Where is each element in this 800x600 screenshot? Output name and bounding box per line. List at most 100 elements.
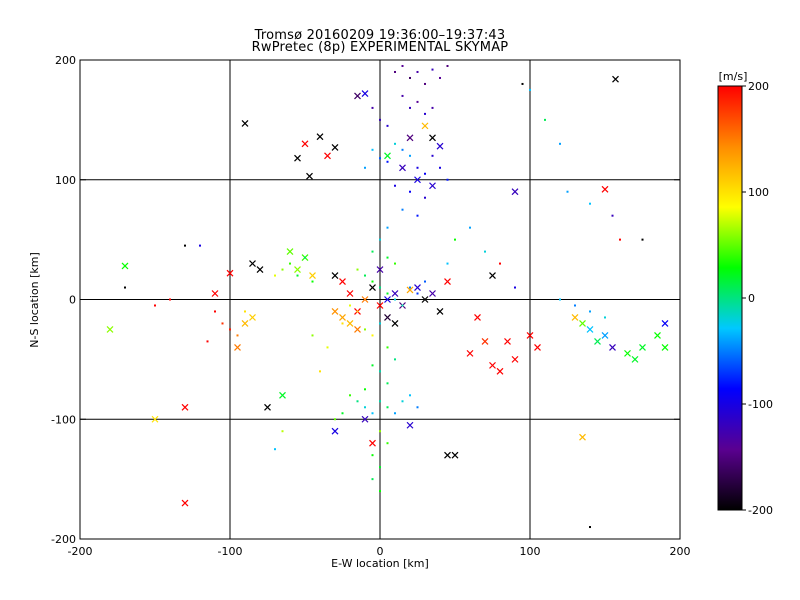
scatter-point-dot bbox=[311, 334, 314, 337]
scatter-point-x bbox=[504, 337, 511, 345]
colorbar-tick-label: 0 bbox=[748, 292, 755, 305]
scatter-point-dot bbox=[424, 82, 426, 85]
scatter-point-dot bbox=[424, 280, 426, 283]
scatter-point-dot bbox=[341, 412, 344, 415]
scatter-point-x bbox=[361, 296, 369, 303]
scatter-point-x bbox=[624, 349, 631, 357]
scatter-point-dot bbox=[589, 310, 591, 313]
scatter-point-x bbox=[286, 248, 294, 256]
scatter-point-x bbox=[106, 326, 114, 333]
scatter-point-dot bbox=[424, 112, 426, 115]
scatter-point-x bbox=[249, 314, 256, 321]
scatter-point-x bbox=[301, 140, 309, 148]
scatter-point-dot bbox=[416, 406, 419, 409]
scatter-point-x bbox=[421, 122, 429, 130]
scatter-point-dot bbox=[356, 400, 359, 403]
scatter-point-dot bbox=[394, 70, 396, 73]
scatter-point-x bbox=[121, 262, 129, 270]
scatter-point-dot bbox=[611, 214, 614, 217]
scatter-point-x bbox=[361, 415, 369, 423]
scatter-point-dot bbox=[364, 274, 366, 277]
scatter-point-dot bbox=[371, 364, 374, 367]
scatter-point-x bbox=[609, 343, 616, 351]
scatter-point-dot bbox=[529, 88, 531, 91]
scatter-point-x bbox=[436, 142, 444, 150]
scatter-point-x bbox=[436, 308, 444, 315]
scatter-point-dot bbox=[446, 178, 449, 181]
scatter-point-dot bbox=[559, 142, 561, 145]
scatter-point-x bbox=[496, 367, 504, 375]
scatter-point-x bbox=[601, 185, 609, 193]
scatter-point-x bbox=[151, 415, 159, 423]
scatter-point-x bbox=[376, 266, 384, 273]
scatter-point-dot bbox=[394, 184, 396, 187]
scatter-point-dot bbox=[169, 298, 171, 301]
scatter-point-x bbox=[586, 326, 594, 333]
scatter-point-x bbox=[211, 290, 219, 297]
scatter-point-dot bbox=[566, 190, 569, 193]
scatter-point-x bbox=[414, 176, 421, 184]
scatter-point-x bbox=[391, 290, 399, 297]
scatter-point-dot bbox=[364, 166, 366, 169]
scatter-point-x bbox=[414, 284, 421, 291]
scatter-point-dot bbox=[409, 154, 411, 157]
scatter-point-x bbox=[384, 152, 391, 160]
scatter-point-dot bbox=[379, 157, 381, 160]
scatter-point-dot bbox=[379, 400, 381, 403]
x-tick-label: -200 bbox=[68, 545, 93, 558]
scatter-point-x bbox=[511, 188, 519, 196]
scatter-point-x bbox=[369, 439, 376, 447]
scatter-point-x bbox=[474, 314, 481, 321]
scatter-point-dot bbox=[499, 262, 501, 265]
scatter-point-dot bbox=[386, 442, 389, 445]
scatter-point-x bbox=[331, 143, 339, 151]
scatter-point-x bbox=[354, 92, 361, 100]
scatter-point-x bbox=[361, 90, 369, 97]
scatter-point-dot bbox=[394, 412, 396, 415]
colorbar: [m/s] 200 100 0 -100 -200 bbox=[717, 70, 773, 517]
scatter-point-x bbox=[256, 266, 264, 273]
scatter-point-dot bbox=[154, 304, 156, 307]
scatter-point-dot bbox=[371, 454, 374, 457]
scatter-point-dot bbox=[416, 100, 419, 103]
scatter-point-dot bbox=[356, 310, 359, 313]
scatter-point-dot bbox=[289, 262, 291, 265]
scatter-point-dot bbox=[379, 370, 381, 373]
scatter-point-dot bbox=[469, 226, 471, 229]
scatter-point-dot bbox=[394, 358, 396, 361]
scatter-point-x bbox=[354, 326, 361, 333]
scatter-point-x bbox=[309, 272, 316, 279]
scatter-point-x bbox=[241, 320, 249, 327]
scatter-point-dot bbox=[124, 286, 126, 289]
scatter-point-dot bbox=[394, 262, 396, 265]
colorbar-gradient bbox=[717, 85, 743, 511]
scatter-point-dot bbox=[379, 322, 381, 325]
scatter-point-dot bbox=[199, 244, 201, 247]
scatter-point-dot bbox=[371, 250, 374, 253]
scatter-point-x bbox=[579, 320, 586, 327]
scatter-point-x bbox=[294, 154, 301, 162]
scatter-point-dot bbox=[401, 400, 404, 403]
scatter-point-x bbox=[384, 296, 391, 303]
x-axis-label: E-W location [km] bbox=[331, 557, 429, 570]
scatter-point-dot bbox=[431, 154, 434, 157]
scatter-point-x bbox=[181, 403, 189, 411]
scatter-point-x bbox=[451, 451, 459, 459]
scatter-point-x bbox=[421, 296, 429, 303]
scatter-point-dot bbox=[236, 334, 239, 337]
scatter-point-dot bbox=[274, 274, 276, 277]
colorbar-tick-label: -100 bbox=[748, 398, 773, 411]
scatter-point-dot bbox=[386, 256, 389, 259]
scatter-point-x bbox=[594, 337, 601, 345]
scatter-point-x bbox=[444, 451, 451, 459]
scatter-point-dot bbox=[386, 292, 389, 295]
x-tick-label: 0 bbox=[377, 545, 384, 558]
scatter-point-x bbox=[249, 260, 256, 267]
scatter-point-dot bbox=[416, 214, 419, 217]
scatter-point-dot bbox=[296, 274, 299, 277]
data-points bbox=[106, 64, 669, 529]
scatter-point-dot bbox=[326, 346, 329, 349]
y-axis-label: N-S location [km] bbox=[28, 252, 41, 348]
scatter-point-x bbox=[654, 332, 661, 339]
